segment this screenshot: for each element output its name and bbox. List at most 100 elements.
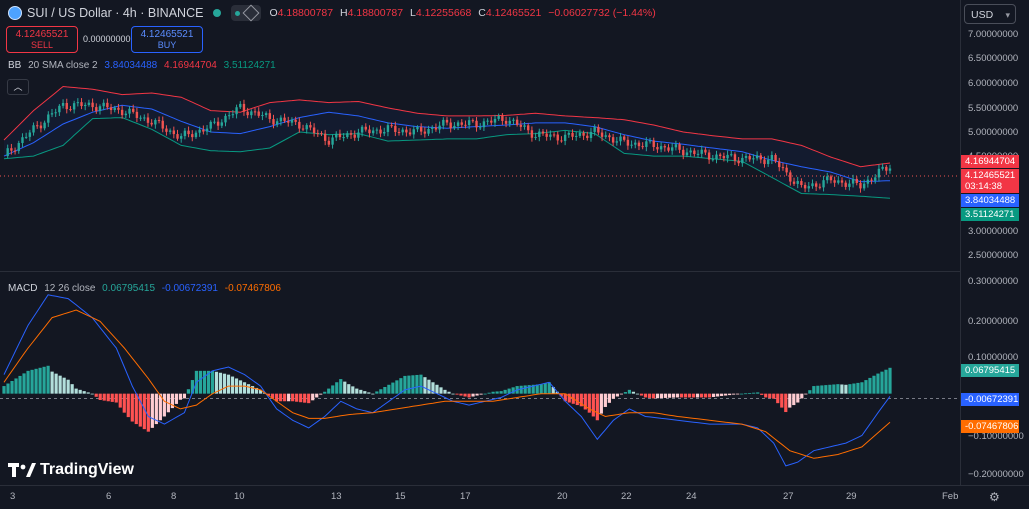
sui-logo-icon (8, 6, 22, 20)
histogram-bar (796, 393, 800, 403)
candle-body (290, 119, 294, 123)
candle-body (39, 125, 43, 129)
time-tick: 22 (621, 491, 632, 502)
candle-body (475, 120, 478, 128)
histogram-bar (768, 393, 772, 399)
candle-body (172, 130, 176, 135)
histogram-bar (222, 373, 227, 394)
sell-button[interactable]: 4.12465521 SELL (6, 26, 78, 53)
histogram-bar (888, 367, 892, 394)
macd-legend[interactable]: MACD 12 26 close 0.06795415 -0.00672391 … (8, 283, 281, 294)
candle-body (464, 124, 467, 126)
gear-icon[interactable]: ⚙ (989, 490, 1000, 504)
histogram-bar (367, 392, 371, 394)
bb-basis-line (3, 104, 891, 183)
candlesticks[interactable] (6, 98, 892, 193)
time-tick: 15 (395, 491, 406, 502)
candle-body (656, 147, 659, 150)
candle-body (840, 180, 844, 183)
candle-body (888, 168, 892, 171)
symbol-title[interactable]: SUI / US Dollar · 4h · BINANCE (27, 6, 204, 20)
histogram-bar (611, 393, 615, 399)
histogram-bar (639, 393, 644, 396)
candle-body (327, 140, 331, 145)
histogram-bar (816, 385, 820, 394)
bb-basis-tag: 3.84034488 (961, 194, 1019, 207)
candle-body (851, 178, 855, 184)
histogram-bar (583, 393, 587, 410)
candle-body (785, 167, 788, 173)
candle-body (582, 132, 585, 136)
candle-body (394, 125, 397, 133)
candle-body (774, 154, 777, 162)
candle-body (803, 185, 807, 189)
candle-body (527, 125, 530, 131)
candle-body (726, 154, 729, 159)
candle-body (231, 114, 235, 116)
candle-body (261, 115, 264, 117)
candle-body (467, 120, 471, 126)
candle-body (560, 140, 563, 142)
candle-body (412, 129, 415, 135)
currency-select[interactable]: USD ▾ (964, 4, 1016, 24)
candle-body (10, 148, 13, 151)
histogram-bar (784, 393, 788, 413)
live-dot-icon (235, 10, 241, 16)
buy-button[interactable]: 4.12465521 BUY (131, 26, 203, 53)
candle-body (593, 127, 596, 132)
histogram-bar (70, 384, 74, 394)
collapse-legend-button[interactable]: ︿ (7, 79, 29, 95)
time-tick: 6 (106, 491, 112, 502)
histogram-bar (812, 386, 816, 394)
candle-body (497, 116, 500, 119)
candle-body (50, 113, 54, 115)
histogram-bar (760, 393, 764, 395)
candle-body (486, 120, 489, 122)
histogram-bar (38, 367, 42, 394)
candle-body (711, 159, 714, 161)
histogram-bar (383, 387, 387, 394)
candle-body (645, 141, 648, 147)
histogram-bar (776, 393, 780, 404)
candle-body (770, 154, 774, 160)
candle-body (637, 142, 641, 147)
candle-body (445, 119, 449, 123)
candle-body (360, 126, 364, 133)
candle-body (320, 133, 323, 135)
candle-body (383, 131, 386, 134)
histogram-bar (303, 393, 307, 403)
high-key: H (340, 7, 348, 19)
candle-body (397, 132, 401, 134)
macd-hist-tag: 0.06795415 (961, 364, 1019, 377)
candle-body (515, 119, 519, 125)
bb-legend[interactable]: BB 20 SMA close 2 3.84034488 4.16944704 … (8, 60, 276, 71)
candle-body (490, 120, 493, 123)
histogram-bar (491, 391, 495, 394)
candle-body (519, 124, 523, 127)
histogram-bar (543, 383, 547, 394)
histogram-bar (66, 379, 70, 394)
signal-line (3, 309, 891, 459)
bb-upper-line (3, 85, 891, 168)
candle-body (120, 109, 124, 116)
candle-body (305, 125, 308, 130)
histogram-bar (495, 391, 499, 394)
histogram-bar (287, 393, 291, 402)
histogram-bar (595, 393, 599, 421)
macd-line (3, 294, 891, 467)
histogram-bar (471, 393, 475, 397)
symbol-flags[interactable] (231, 4, 262, 22)
candle-body (578, 132, 582, 136)
tradingview-logo[interactable]: TradingView (8, 461, 134, 479)
chevron-up-icon: ︿ (13, 82, 23, 92)
candle-body (58, 105, 61, 113)
histogram-bar (403, 375, 407, 394)
histogram-bar (34, 368, 38, 394)
histogram-bar (587, 393, 591, 413)
candle-body (220, 122, 224, 126)
candle-body (143, 117, 146, 119)
candle-body (674, 144, 678, 148)
last-price-value: 4.12465521 (965, 170, 1016, 181)
histogram-bar (190, 380, 195, 394)
